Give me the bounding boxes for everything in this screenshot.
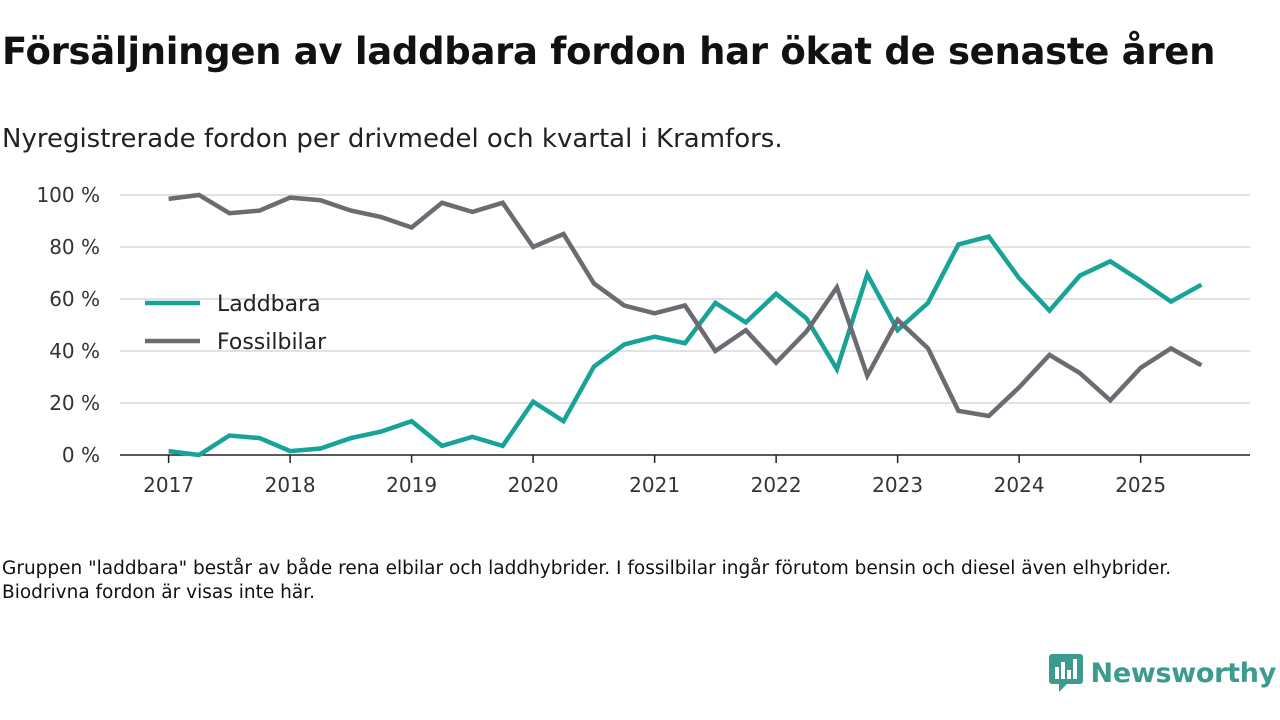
y-tick-label: 0 %	[62, 443, 100, 467]
x-tick-label: 2021	[629, 473, 680, 497]
y-tick-label: 20 %	[49, 391, 100, 415]
series-line-laddbara	[168, 234, 1203, 458]
y-tick-label: 40 %	[49, 339, 100, 363]
x-tick-label: 2020	[508, 473, 559, 497]
x-tick-label: 2018	[265, 473, 316, 497]
series-lines	[168, 192, 1203, 458]
legend-label-laddbara: Laddbara	[217, 292, 321, 317]
x-tick-label: 2025	[1115, 473, 1166, 497]
legend-label-fossilbilar: Fossilbilar	[217, 330, 327, 355]
y-axis: 0 % 20 % 40 % 60 % 80 % 100 %	[36, 183, 100, 467]
x-tick-label: 2022	[751, 473, 802, 497]
x-tick-label: 2017	[143, 473, 194, 497]
newsworthy-icon	[1048, 654, 1083, 692]
x-tick-label: 2024	[994, 473, 1045, 497]
x-tick-label: 2019	[386, 473, 437, 497]
y-tick-label: 60 %	[49, 287, 100, 311]
gridlines	[120, 194, 1250, 404]
series-line-fossilbilar	[168, 192, 1203, 419]
y-tick-label: 100 %	[36, 183, 100, 207]
x-tick-label: 2023	[872, 473, 923, 497]
line-chart: 0 % 20 % 40 % 60 % 80 % 100 % 2017 2018 2019 202…	[36, 183, 1250, 497]
newsworthy-logo: Newsworthy	[1048, 654, 1277, 692]
brand-name: Newsworthy	[1090, 657, 1277, 689]
chart-title: Försäljningen av laddbara fordon har öka…	[2, 30, 1216, 73]
chart-subtitle: Nyregistrerade fordon per drivmedel och …	[2, 124, 783, 154]
footnote: Gruppen "laddbara" består av både rena e…	[2, 558, 1172, 603]
legend: Laddbara Fossilbilar	[145, 292, 327, 355]
x-axis: 2017 2018 2019 2020 2021 2022 2023 2024 2025	[120, 454, 1250, 497]
y-tick-label: 80 %	[49, 235, 100, 259]
